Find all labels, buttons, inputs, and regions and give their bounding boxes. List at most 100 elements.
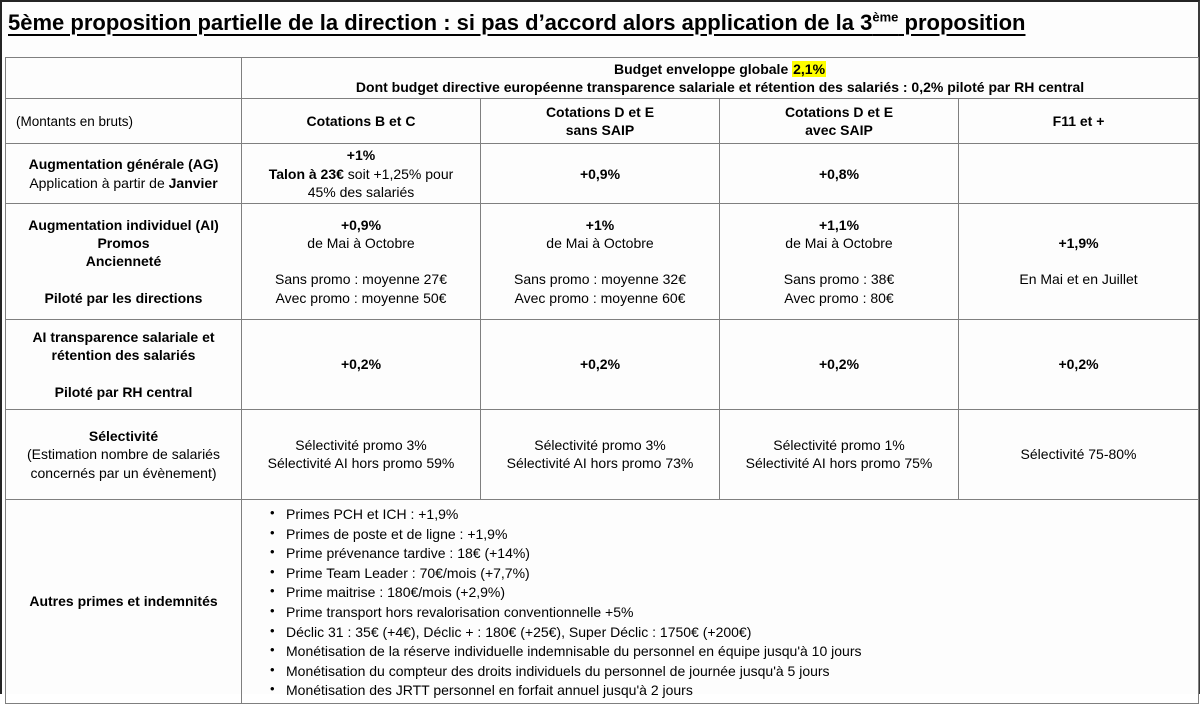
table-row-autres-primes: Autres primes et indemnités Primes PCH e…: [5, 498, 1200, 704]
ai-label-anciennete: Ancienneté: [85, 253, 162, 270]
column-header-line1: Cotations D et E: [784, 104, 894, 121]
selectivite-cell-cotations-bc: Sélectivité promo 3% Sélectivité AI hors…: [241, 408, 481, 500]
ag-label-title: Augmentation générale (AG): [28, 156, 219, 173]
transparence-cell-de-avec-saip: +0,2%: [719, 318, 959, 410]
ag-talon-bold: Talon à 23€: [268, 165, 344, 182]
proposal-table: Budget enveloppe globale 2,1% Dont budge…: [5, 56, 1200, 704]
transparence-cell-f11: +0,2%: [957, 318, 1200, 410]
selectivite-label-cell: Sélectivité (Estimation nombre de salari…: [5, 408, 242, 500]
budget-line2: Dont budget directive européenne transpa…: [355, 79, 1085, 96]
budget-header-cell: Budget enveloppe globale 2,1% Dont budge…: [240, 56, 1200, 100]
page-title-end: proposition: [898, 10, 1026, 35]
selectivite-promo: Sélectivité promo 1%: [773, 437, 905, 454]
spacer: [12, 365, 235, 383]
ai-cell-de-sans-saip: +1% de Mai à Octobre Sans promo : moyenn…: [480, 202, 720, 320]
ai-cell-f11: +1,9% En Mai et en Juillet: [957, 202, 1200, 320]
selectivite-label-note: (Estimation nombre de salariés concernés…: [27, 446, 220, 481]
bullet-item: Prime prévenance tardive : 18€ (+14%): [270, 543, 1192, 563]
selectivite-promo: Sélectivité promo 3%: [295, 437, 427, 454]
selectivite-hors-promo: Sélectivité AI hors promo 59%: [267, 455, 455, 472]
column-header-line2: sans SAIP: [565, 122, 635, 139]
column-header-cotations-bc: Cotations B et C: [241, 98, 481, 145]
ai-avec-promo: Avec promo : moyenne 60€: [514, 289, 686, 306]
selectivite-cell-f11: Sélectivité 75-80%: [957, 408, 1200, 500]
transparence-cell-de-sans-saip: +0,2%: [480, 318, 720, 410]
ai-avec-promo: Avec promo : moyenne 50€: [275, 289, 447, 306]
page-title-main: 5ème proposition partielle de la directi…: [8, 10, 873, 35]
budget-line1-text: Budget enveloppe globale: [613, 61, 793, 77]
ag-cell-cotations-bc: +1% Talon à 23€ soit +1,25% pour 45% des…: [241, 143, 481, 204]
bullet-item: Déclic 31 : 35€ (+4€), Déclic + : 180€ (…: [270, 622, 1192, 642]
ag-value: +1%: [346, 147, 376, 164]
ai-label-title: Augmentation individuel (AI): [28, 217, 219, 234]
ai-value: +1,1%: [818, 217, 860, 234]
column-header-f11: F11 et +: [957, 98, 1200, 145]
ai-sans-promo: Sans promo : moyenne 32€: [514, 271, 686, 288]
table-row-augmentation-generale: Augmentation générale (AG) Application à…: [5, 143, 1200, 204]
ai-period: de Mai à Octobre: [307, 235, 415, 252]
budget-empty-cell: [5, 56, 242, 100]
column-header-cotations-de-sans-saip: Cotations D et E sans SAIP: [480, 98, 720, 145]
ai-sans-promo: Sans promo : 38€: [783, 271, 895, 288]
bullet-item: Prime maitrise : 180€/mois (+2,9%): [270, 582, 1192, 602]
column-header-line1: Cotations D et E: [545, 104, 655, 121]
ai-cell-cotations-bc: +0,9% de Mai à Octobre Sans promo : moye…: [241, 202, 481, 320]
bullet-item: Prime transport hors revalorisation conv…: [270, 602, 1192, 622]
bullet-item: Monétisation du compteur des droits indi…: [270, 661, 1192, 681]
ai-cell-de-avec-saip: +1,1% de Mai à Octobre Sans promo : 38€ …: [719, 202, 959, 320]
ai-period: En Mai et en Juillet: [1019, 271, 1138, 288]
bullet-item: Primes de poste et de ligne : +1,9%: [270, 524, 1192, 544]
ag-cell-de-avec-saip: +0,8%: [719, 143, 959, 204]
selectivite-promo: Sélectivité promo 3%: [534, 437, 666, 454]
ai-value: +1,9%: [1058, 235, 1099, 252]
ai-avec-promo: Avec promo : 80€: [784, 289, 894, 306]
column-header-montants: (Montants en bruts): [5, 98, 242, 145]
autres-bullet-list: Primes PCH et ICH : +1,9% Primes de post…: [248, 504, 1192, 700]
ag-talon-note: Talon à 23€ soit +1,25% pour 45% des sal…: [259, 165, 464, 201]
selectivite-hors-promo: Sélectivité AI hors promo 75%: [745, 455, 933, 472]
ag-label-cell: Augmentation générale (AG) Application à…: [5, 143, 242, 204]
ai-sans-promo: Sans promo : moyenne 27€: [275, 271, 447, 288]
spacer: [248, 252, 474, 270]
column-header-cotations-de-avec-saip: Cotations D et E avec SAIP: [719, 98, 959, 145]
selectivite-cell-de-avec-saip: Sélectivité promo 1% Sélectivité AI hors…: [719, 408, 959, 500]
spacer: [965, 252, 1192, 270]
ai-label-promos: Promos: [97, 235, 150, 252]
table-row-augmentation-individuel: Augmentation individuel (AI) Promos Anci…: [5, 202, 1200, 320]
spacer: [487, 252, 713, 270]
table-row-ai-transparence: AI transparence salariale et rétention d…: [5, 318, 1200, 410]
bullet-item: Primes PCH et ICH : +1,9%: [270, 504, 1192, 524]
table-row-column-headers: (Montants en bruts) Cotations B et C Cot…: [5, 98, 1200, 145]
table-row-budget: Budget enveloppe globale 2,1% Dont budge…: [5, 56, 1200, 100]
ag-cell-f11: [957, 143, 1200, 204]
ai-period: de Mai à Octobre: [546, 235, 654, 252]
page-title: 5ème proposition partielle de la directi…: [8, 10, 1025, 35]
transparence-label-cell: AI transparence salariale et rétention d…: [5, 318, 242, 410]
ai-value: +0,9%: [340, 217, 382, 234]
table-row-selectivite: Sélectivité (Estimation nombre de salari…: [5, 408, 1200, 500]
spacer: [12, 271, 235, 289]
transparence-cell-cotations-bc: +0,2%: [241, 318, 481, 410]
transparence-label-pilote: Piloté par RH central: [54, 383, 193, 400]
title-bar: 5ème proposition partielle de la directi…: [2, 2, 1198, 57]
autres-content-cell: Primes PCH et ICH : +1,9% Primes de post…: [240, 498, 1200, 704]
budget-line1: Budget enveloppe globale 2,1%: [248, 60, 1192, 78]
selectivite-label-title: Sélectivité: [88, 428, 159, 445]
ag-label-month: Janvier: [168, 174, 218, 191]
ag-talon-rest: soit +1,25% pour 45% des salariés: [307, 165, 454, 200]
ag-cell-de-sans-saip: +0,9%: [480, 143, 720, 204]
page-title-superscript: ème: [872, 9, 899, 25]
ai-value: +1%: [585, 217, 615, 234]
ag-label-subtitle: Application à partir de Janvier: [12, 174, 235, 192]
autres-label-cell: Autres primes et indemnités: [5, 498, 242, 704]
selectivite-cell-de-sans-saip: Sélectivité promo 3% Sélectivité AI hors…: [480, 408, 720, 500]
column-header-line2: avec SAIP: [805, 122, 873, 139]
bullet-item: Monétisation des JRTT personnel en forfa…: [270, 680, 1192, 700]
spacer: [726, 252, 952, 270]
selectivite-hors-promo: Sélectivité AI hors promo 73%: [506, 455, 694, 472]
ai-label-cell: Augmentation individuel (AI) Promos Anci…: [5, 202, 242, 320]
transparence-label-title: AI transparence salariale et rétention d…: [32, 329, 215, 364]
ag-label-subtitle-text: Application à partir de: [29, 174, 169, 191]
bullet-item: Prime Team Leader : 70€/mois (+7,7%): [270, 563, 1192, 583]
